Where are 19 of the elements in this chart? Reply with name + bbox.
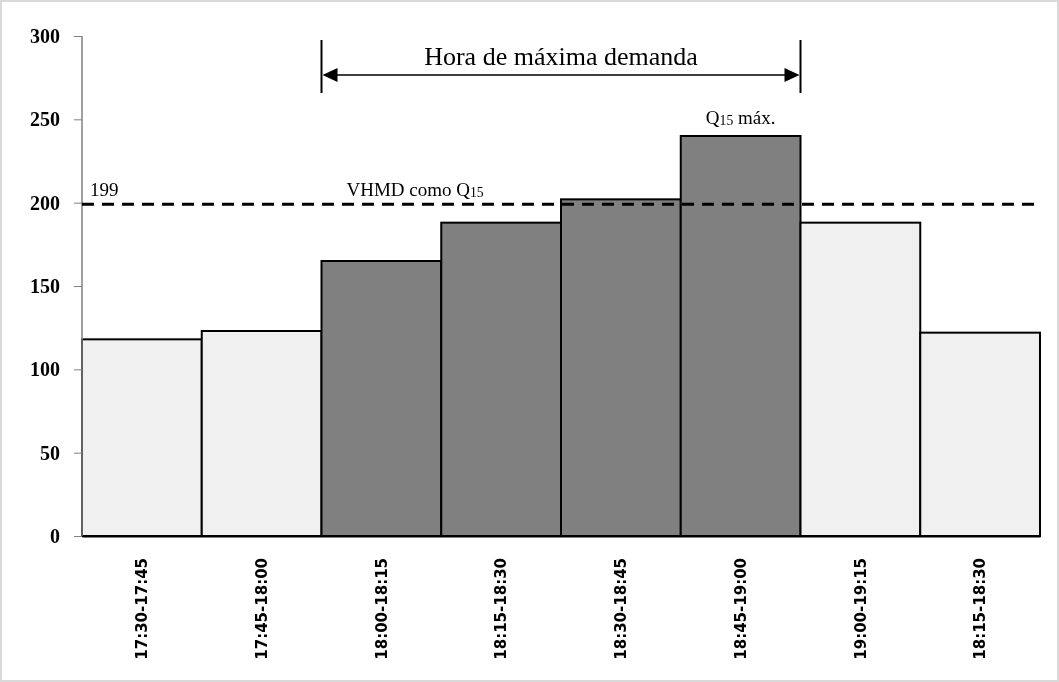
y-tick-label: 300	[30, 24, 60, 47]
x-tick-label: 19:00-19:15	[851, 558, 870, 660]
y-tick-label: 150	[30, 274, 60, 297]
y-tick-label: 200	[30, 191, 60, 214]
y-tick-label: 250	[30, 108, 60, 131]
x-tick-label: 18:30-18:45	[612, 558, 631, 660]
x-tick-label: 18:45-19:00	[731, 558, 750, 660]
x-tick-label: 18:15-18:30	[971, 558, 990, 660]
y-tick-label: 50	[40, 441, 60, 464]
x-tick-label: 18:15-18:30	[492, 558, 511, 660]
x-tick-label: 17:30-17:45	[133, 558, 152, 660]
x-tick-label: 17:45-18:00	[252, 558, 271, 660]
y-tick-label: 100	[30, 358, 60, 381]
annotation: Hora de máxima demanda	[424, 42, 699, 71]
y-tick-label: 0	[50, 524, 60, 547]
annotation: 199	[90, 179, 119, 201]
annotation: Q15 máx.	[705, 107, 776, 128]
ref-line-label: VHMD como Q15	[346, 179, 484, 201]
x-tick-label: 18:00-18:15	[372, 558, 391, 660]
